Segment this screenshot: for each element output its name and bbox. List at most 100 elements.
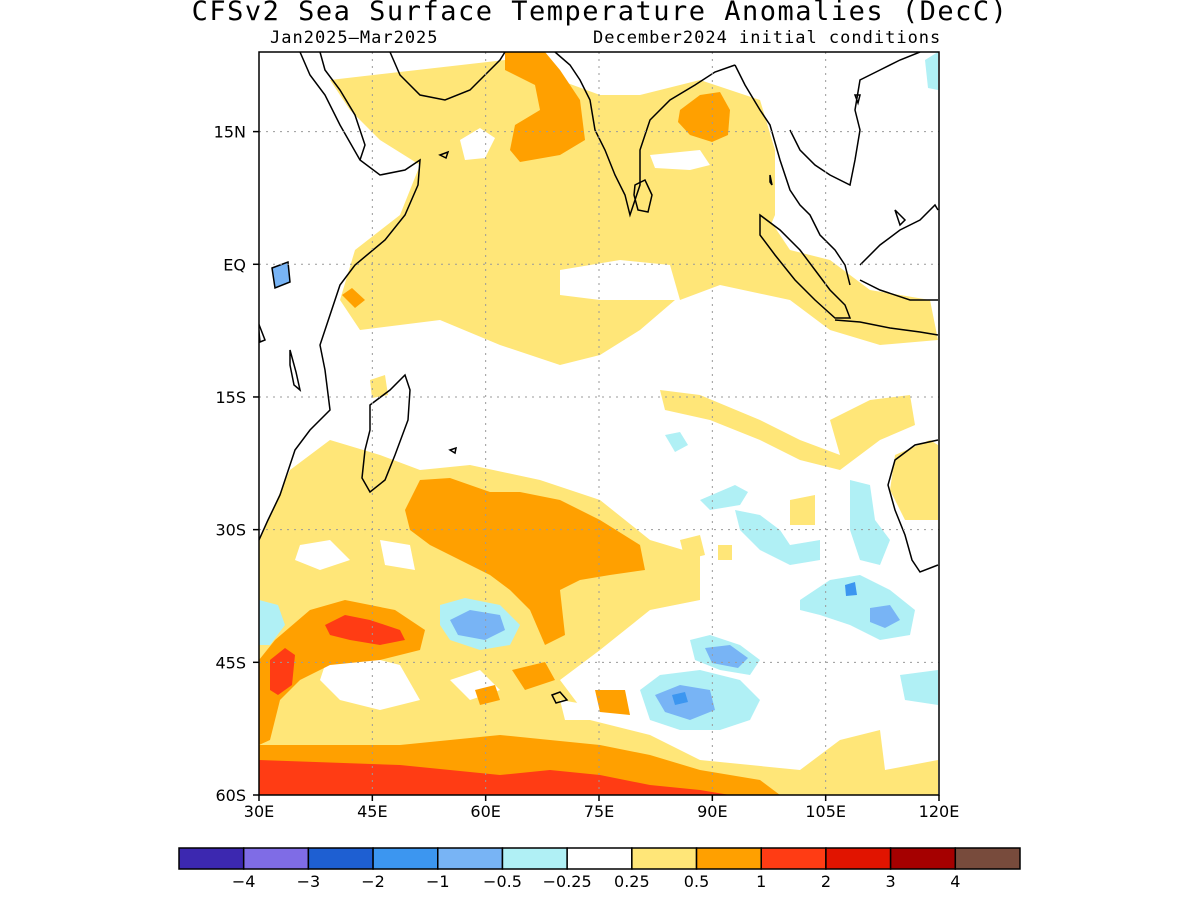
y-tick-label: 30S bbox=[215, 521, 246, 540]
neutral-pocket-2 bbox=[650, 150, 710, 170]
legend-swatch bbox=[242, 847, 310, 870]
x-tick-label: 120E bbox=[919, 802, 960, 821]
cool-core-southeast bbox=[870, 605, 900, 628]
cool-core-lake bbox=[272, 262, 290, 288]
small-warm-patch-2 bbox=[790, 495, 815, 525]
comoros-coast bbox=[259, 322, 266, 344]
x-tick-label: 90E bbox=[697, 802, 727, 821]
legend-label: −2 bbox=[361, 872, 385, 891]
small-warm-patch-3 bbox=[718, 545, 732, 560]
central-warm-streak bbox=[660, 390, 915, 470]
legend-label: 3 bbox=[886, 872, 896, 891]
cool-streak-2 bbox=[735, 510, 820, 565]
y-tick-label: EQ bbox=[223, 255, 246, 274]
north-indian-ocean-band bbox=[600, 205, 938, 345]
red-sea-coast bbox=[319, 52, 366, 161]
latitude-axis: 15N EQ 15S 30S 45S 60S bbox=[214, 123, 259, 805]
cool-spot-2 bbox=[845, 582, 857, 596]
somali-coast-patch bbox=[342, 288, 365, 308]
legend-label: 0.5 bbox=[684, 872, 709, 891]
legend-label: −3 bbox=[297, 872, 321, 891]
small-orange-patch-3 bbox=[595, 690, 630, 715]
neutral-pocket-5 bbox=[380, 540, 415, 570]
y-tick-label: 15N bbox=[214, 123, 246, 142]
cool-spot-1 bbox=[672, 692, 688, 705]
bay-of-bengal-anomaly-core bbox=[678, 92, 730, 142]
neutral-pocket-8 bbox=[560, 700, 595, 720]
legend-swatch bbox=[695, 847, 762, 870]
legend-label: 1 bbox=[756, 872, 766, 891]
cool-patch-east bbox=[900, 670, 938, 705]
small-orange-patch-1 bbox=[475, 685, 500, 705]
legend-label: −4 bbox=[232, 872, 256, 891]
coastlines bbox=[259, 52, 939, 704]
legend-swatch bbox=[954, 847, 1021, 870]
sri-lanka-coast bbox=[633, 178, 653, 213]
cool-patch-west bbox=[259, 600, 285, 645]
small-orange-patch-2 bbox=[512, 662, 555, 690]
legend-swatch bbox=[889, 847, 957, 870]
kerguelen-coast bbox=[550, 691, 569, 704]
sumatra-coast bbox=[759, 213, 852, 319]
southeast-asia-coastline bbox=[734, 52, 921, 286]
longitude-axis: 30E 45E 60E 75E 90E 105E 120E bbox=[244, 795, 960, 821]
legend-label: −0.25 bbox=[543, 872, 592, 891]
australia-coast bbox=[887, 439, 939, 573]
map-title: CFSv2 Sea Surface Temperature Anomalies … bbox=[191, 0, 1009, 27]
y-tick-label: 60S bbox=[215, 786, 246, 805]
cool-patch-ne-corner bbox=[925, 52, 938, 90]
socotra-coast bbox=[438, 150, 450, 160]
x-tick-label: 60E bbox=[470, 802, 500, 821]
peninsula-malaysia-coast bbox=[894, 209, 907, 227]
arabian-sea-anomaly-core bbox=[505, 52, 585, 162]
anomaly-field bbox=[259, 52, 938, 795]
grid-lines bbox=[259, 52, 939, 795]
legend-swatch bbox=[631, 847, 698, 870]
legend-label: 0.25 bbox=[614, 872, 650, 891]
legend-swatch bbox=[307, 847, 374, 870]
y-tick-label: 15S bbox=[215, 388, 246, 407]
neutral-pocket-6 bbox=[320, 650, 420, 710]
sulawesi-coast bbox=[853, 94, 861, 106]
cool-core-mid bbox=[450, 610, 505, 640]
eastern-warm-patch bbox=[890, 440, 938, 520]
lake-victoria-coast bbox=[271, 260, 291, 290]
southern-ocean-red-band bbox=[259, 760, 730, 795]
color-legend: −4 −3 −2 −1 −0.5 −0.25 0.25 0.5 1 2 3 4 bbox=[178, 847, 1021, 891]
java-coast bbox=[834, 319, 939, 336]
initial-conditions: December2024 initial conditions bbox=[593, 28, 942, 48]
mozambique-coast bbox=[289, 349, 302, 392]
legend-label: −1 bbox=[426, 872, 450, 891]
small-warm-patch-4 bbox=[370, 375, 388, 398]
southwest-red-core-1 bbox=[325, 615, 405, 645]
x-tick-label: 75E bbox=[584, 802, 614, 821]
borneo-coast bbox=[859, 203, 939, 301]
legend-swatch bbox=[501, 847, 568, 870]
mascarene-coast bbox=[448, 446, 457, 455]
legend-swatch bbox=[760, 847, 827, 870]
y-tick-label: 45S bbox=[215, 653, 246, 672]
neutral-pocket-3 bbox=[560, 260, 680, 300]
cool-patch-north bbox=[665, 432, 688, 452]
small-warm-patch-1 bbox=[680, 535, 705, 560]
cool-streak-1 bbox=[700, 485, 748, 510]
arabia-coastline bbox=[389, 52, 506, 101]
legend-swatch bbox=[437, 847, 504, 870]
legend-label: −0.5 bbox=[483, 872, 522, 891]
legend-swatch bbox=[372, 847, 439, 870]
india-coastline bbox=[554, 52, 736, 218]
africa-coastline bbox=[259, 52, 421, 541]
madagascar-coast bbox=[361, 373, 411, 494]
legend-swatch bbox=[566, 847, 633, 870]
southwest-red-core-2 bbox=[270, 648, 295, 695]
southern-indian-ocean-core bbox=[405, 478, 645, 645]
legend-swatch bbox=[178, 847, 245, 870]
x-tick-label: 45E bbox=[357, 802, 387, 821]
x-tick-label: 105E bbox=[805, 802, 846, 821]
cool-patch-southeast bbox=[800, 575, 915, 640]
cool-streak-3 bbox=[850, 480, 890, 565]
legend-label: 4 bbox=[950, 872, 960, 891]
forecast-period: Jan2025–Mar2025 bbox=[270, 28, 439, 48]
legend-label: 2 bbox=[821, 872, 831, 891]
